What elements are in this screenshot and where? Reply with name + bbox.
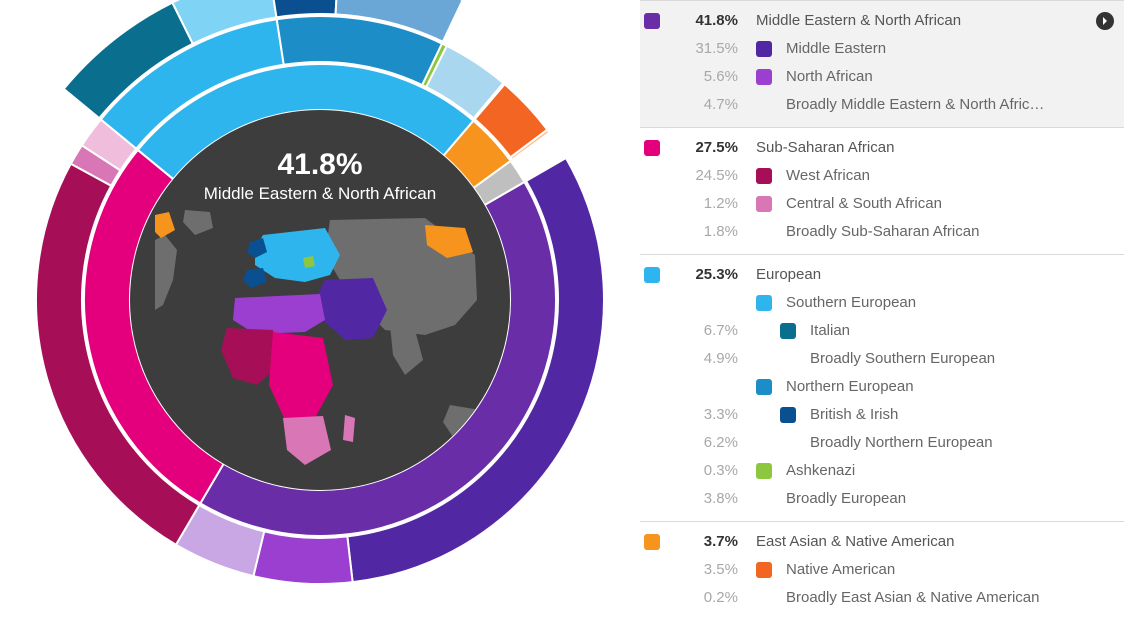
percentage: 25.3% xyxy=(674,264,738,286)
region-label: North African xyxy=(786,66,1116,88)
color-swatch xyxy=(644,534,660,550)
ancestry-subrow[interactable]: 4.9% Broadly Southern European xyxy=(640,345,1124,373)
region-label: Middle Eastern & North African xyxy=(756,10,1116,32)
color-swatch xyxy=(644,13,660,29)
ancestry-subrow[interactable]: 5.6% North African xyxy=(640,63,1124,91)
percentage: 31.5% xyxy=(674,38,738,60)
ancestry-subrow[interactable]: 1.2% Central & South African xyxy=(640,190,1124,218)
region-label: Broadly Northern European xyxy=(810,432,1116,454)
ancestry-group[interactable]: 41.8% Middle Eastern & North African 31.5%… xyxy=(640,0,1124,127)
percentage: 3.5% xyxy=(674,559,738,581)
color-swatch xyxy=(756,69,772,85)
percentage: 0.3% xyxy=(674,460,738,482)
center-pct: 41.8% xyxy=(130,148,510,182)
region-label: Middle Eastern xyxy=(786,38,1116,60)
center-label: Middle Eastern & North African xyxy=(130,184,510,204)
region-label: Broadly Southern European xyxy=(810,348,1116,370)
region-label: Broadly East Asian & Native American xyxy=(786,587,1116,609)
ancestry-group[interactable]: 27.5% Sub-Saharan African 24.5% West Africa… xyxy=(640,127,1124,254)
sunburst-panel: 41.8% Middle Eastern & North African xyxy=(0,0,640,611)
ancestry-group[interactable]: 3.7% East Asian & Native American 3.5% Nati… xyxy=(640,521,1124,611)
ancestry-subrow[interactable]: 0.3% Ashkenazi xyxy=(640,457,1124,485)
color-swatch xyxy=(756,491,772,507)
color-swatch xyxy=(644,267,660,283)
ancestry-subrow[interactable]: 3.5% Native American xyxy=(640,556,1124,584)
ancestry-subrow[interactable]: 3.3% British & Irish xyxy=(640,401,1124,429)
percentage: 4.9% xyxy=(674,348,738,370)
region-label: Northern European xyxy=(786,376,1116,398)
ancestry-subrow[interactable]: 3.8% Broadly European xyxy=(640,485,1124,513)
color-swatch xyxy=(756,590,772,606)
ancestry-subrow[interactable]: 6.7% Italian xyxy=(640,317,1124,345)
ancestry-subrow[interactable]: Northern European xyxy=(640,373,1124,401)
region-label: British & Irish xyxy=(810,404,1116,426)
region-label: European xyxy=(756,264,1116,286)
color-swatch xyxy=(756,463,772,479)
color-swatch xyxy=(780,407,796,423)
percentage: 3.8% xyxy=(674,488,738,510)
ancestry-subrow[interactable]: Southern European xyxy=(640,289,1124,317)
percentage: 3.3% xyxy=(674,404,738,426)
percentage: 1.8% xyxy=(674,221,738,243)
world-map xyxy=(155,210,485,470)
color-swatch xyxy=(644,140,660,156)
region-label: Sub-Saharan African xyxy=(756,137,1116,159)
ancestry-subrow[interactable]: 6.2% Broadly Northern European xyxy=(640,429,1124,457)
ancestry-group-header[interactable]: 27.5% Sub-Saharan African xyxy=(640,134,1124,162)
color-swatch xyxy=(756,196,772,212)
color-swatch xyxy=(756,168,772,184)
ancestry-group-header[interactable]: 3.7% East Asian & Native American xyxy=(640,528,1124,556)
region-label: Broadly European xyxy=(786,488,1116,510)
region-label: Native American xyxy=(786,559,1116,581)
arrow-right-icon[interactable] xyxy=(1096,12,1114,30)
color-swatch xyxy=(780,351,796,367)
percentage: 6.7% xyxy=(674,320,738,342)
percentage: 1.2% xyxy=(674,193,738,215)
percentage: 41.8% xyxy=(674,10,738,32)
color-swatch xyxy=(756,562,772,578)
region-label: Central & South African xyxy=(786,193,1116,215)
chart-center: 41.8% Middle Eastern & North African xyxy=(130,110,510,490)
region-label: Broadly Sub-Saharan African xyxy=(786,221,1116,243)
color-swatch xyxy=(780,435,796,451)
percentage: 0.2% xyxy=(674,587,738,609)
color-swatch xyxy=(756,295,772,311)
percentage: 6.2% xyxy=(674,432,738,454)
percentage: 4.7% xyxy=(674,94,738,116)
region-label: East Asian & Native American xyxy=(756,531,1116,553)
percentage: 27.5% xyxy=(674,137,738,159)
color-swatch xyxy=(780,323,796,339)
ancestry-group[interactable]: 25.3% European Southern European 6.7% Italia… xyxy=(640,254,1124,521)
ancestry-group-header[interactable]: 41.8% Middle Eastern & North African xyxy=(640,7,1124,35)
region-label: Broadly Middle Eastern & North Afric… xyxy=(786,94,1116,116)
ancestry-subrow[interactable]: 4.7% Broadly Middle Eastern & North Afric… xyxy=(640,91,1124,119)
region-label: Italian xyxy=(810,320,1116,342)
ancestry-subrow[interactable]: 31.5% Middle Eastern xyxy=(640,35,1124,63)
color-swatch xyxy=(756,97,772,113)
ancestry-subrow[interactable]: 0.2% Broadly East Asian & Native American xyxy=(640,584,1124,611)
percentage: 3.7% xyxy=(674,531,738,553)
color-swatch xyxy=(756,224,772,240)
color-swatch xyxy=(756,41,772,57)
percentage: 24.5% xyxy=(674,165,738,187)
ancestry-table: 41.8% Middle Eastern & North African 31.5%… xyxy=(640,0,1134,611)
region-label: Southern European xyxy=(786,292,1116,314)
ancestry-group-header[interactable]: 25.3% European xyxy=(640,261,1124,289)
region-label: West African xyxy=(786,165,1116,187)
ancestry-subrow[interactable]: 24.5% West African xyxy=(640,162,1124,190)
ancestry-subrow[interactable]: 1.8% Broadly Sub-Saharan African xyxy=(640,218,1124,246)
color-swatch xyxy=(756,379,772,395)
region-label: Ashkenazi xyxy=(786,460,1116,482)
percentage: 5.6% xyxy=(674,66,738,88)
